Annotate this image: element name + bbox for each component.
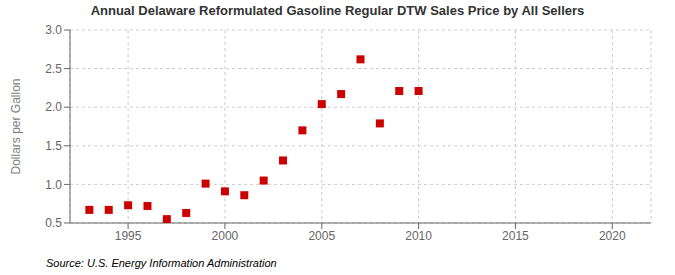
- svg-text:2000: 2000: [212, 229, 239, 243]
- svg-text:2.5: 2.5: [45, 62, 62, 76]
- svg-text:3.0: 3.0: [45, 23, 62, 37]
- svg-text:2005: 2005: [308, 229, 335, 243]
- svg-text:1.0: 1.0: [45, 178, 62, 192]
- svg-text:Dollars per Gallon: Dollars per Gallon: [9, 78, 23, 174]
- svg-text:1995: 1995: [115, 229, 142, 243]
- svg-text:2020: 2020: [599, 229, 626, 243]
- svg-text:2010: 2010: [405, 229, 432, 243]
- html-text:Source: U.S. Energy Informatio: Source: U.S. Energy Information Administ…: [46, 257, 277, 269]
- svg-text:0.5: 0.5: [45, 216, 62, 230]
- html-text:Annual Delaware Reformulated G: Annual Delaware Reformulated Gasoline Re…: [90, 3, 585, 18]
- svg-text:2015: 2015: [502, 229, 529, 243]
- svg-text:2.0: 2.0: [45, 100, 62, 114]
- svg-text:1.5: 1.5: [45, 139, 62, 153]
